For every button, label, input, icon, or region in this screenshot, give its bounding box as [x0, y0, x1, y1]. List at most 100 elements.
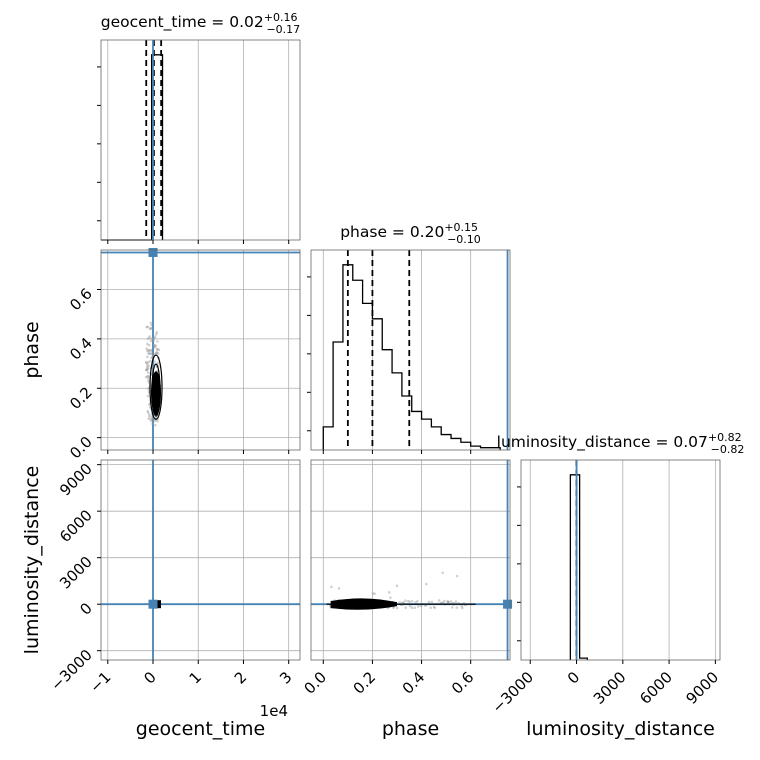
- xtick-label-luminosity_distance-0: −3000: [488, 668, 537, 717]
- xaxis-offset-geocent_time: 1e4: [260, 702, 288, 720]
- title-luminosity_distance: luminosity_distance = 0.07+0.82 −0.82: [497, 431, 745, 456]
- sample-point: [146, 409, 150, 413]
- sample-point: [146, 375, 150, 378]
- sample-point: [144, 368, 148, 372]
- sample-point: [144, 361, 148, 364]
- sample-point: [148, 327, 152, 330]
- sample-point: [145, 361, 148, 365]
- sample-point: [157, 348, 161, 352]
- xtick-label-geocent_time-2: 1: [186, 668, 205, 687]
- sample-point: [154, 344, 158, 348]
- sample-point: [441, 571, 445, 575]
- sample-point: [147, 417, 151, 421]
- sample-point: [446, 600, 450, 604]
- sample-point: [416, 599, 419, 603]
- xtick-label-geocent_time-1: 0: [140, 668, 159, 687]
- xtick-label-luminosity_distance-3: 6000: [636, 668, 676, 708]
- sample-point: [146, 349, 149, 353]
- ytick-label-luminosity_distance-3: 6000: [56, 506, 96, 546]
- sample-point: [153, 345, 156, 349]
- sample-point: [146, 355, 149, 359]
- xtick-label-phase-2: 0.4: [399, 668, 429, 698]
- xtick-label-phase-0: 0.0: [301, 668, 331, 698]
- data-layer: [101, 40, 588, 660]
- sample-point: [146, 362, 149, 365]
- sample-point: [155, 348, 159, 351]
- sample-point: [145, 325, 148, 329]
- sample-point: [146, 364, 149, 368]
- sample-point: [150, 352, 153, 355]
- truth-point-geocent_time-luminosity_distance: [148, 599, 158, 609]
- sample-point: [149, 359, 152, 363]
- sample-point: [150, 356, 153, 360]
- sample-point: [151, 337, 155, 341]
- sample-point: [149, 349, 153, 353]
- sample-point: [155, 330, 159, 334]
- density-contour-1: [149, 354, 163, 420]
- sample-point: [150, 417, 154, 421]
- sample-point: [148, 415, 151, 418]
- sample-point: [413, 606, 417, 610]
- sample-point: [154, 423, 157, 427]
- panel-geocent_time-vs-luminosity_distance-frame: [100, 459, 301, 661]
- ytick-label-phase-2: 0.4: [66, 334, 96, 364]
- sample-point: [395, 584, 399, 588]
- sample-point: [416, 605, 420, 608]
- sample-point: [153, 336, 156, 340]
- xtick-label-phase-3: 0.6: [448, 668, 478, 698]
- sample-point: [149, 419, 153, 423]
- histogram-luminosity_distance: [569, 474, 588, 660]
- sample-point: [145, 368, 149, 371]
- truth-point-geocent_time-phase: [148, 247, 158, 257]
- panel-phase-hist-frame: [310, 249, 511, 451]
- xaxis-label-geocent_time: geocent_time: [136, 718, 265, 740]
- sample-point: [371, 592, 375, 595]
- sample-point: [447, 600, 450, 604]
- sample-point: [148, 335, 151, 338]
- sample-point: [455, 606, 459, 609]
- sample-point: [410, 606, 414, 610]
- sample-point: [156, 361, 160, 365]
- sample-point: [146, 367, 150, 371]
- sample-point: [147, 376, 151, 380]
- sample-point: [156, 352, 160, 355]
- histogram-phase: [322, 264, 501, 450]
- sample-point: [146, 342, 149, 346]
- sample-point: [147, 364, 150, 367]
- title-lower-luminosity_distance: −0.82: [711, 443, 745, 456]
- sample-point: [425, 582, 428, 586]
- sample-point: [406, 599, 410, 603]
- xtick-label-geocent_time-0: −1: [86, 668, 114, 696]
- sample-point: [404, 606, 408, 610]
- xtick-label-geocent_time-3: 2: [231, 668, 250, 687]
- sample-point: [147, 349, 151, 352]
- sample-point: [430, 600, 434, 604]
- sample-point: [149, 352, 153, 356]
- sample-point: [330, 585, 333, 589]
- xtick-label-luminosity_distance-1: 0: [564, 668, 583, 687]
- sample-point: [147, 403, 151, 406]
- sample-point: [149, 348, 153, 352]
- sample-point: [449, 600, 453, 603]
- xtick-label-phase-1: 0.2: [350, 668, 380, 698]
- sample-point: [146, 394, 150, 398]
- sample-point: [398, 601, 401, 604]
- ytick-label-luminosity_distance-2: 3000: [56, 553, 96, 593]
- sample-point: [150, 337, 154, 340]
- sample-point: [156, 340, 159, 343]
- panel-geocent_time-vs-phase-frame: [100, 249, 301, 451]
- sample-point: [144, 375, 148, 379]
- panel-geocent_time-hist-frame: [100, 39, 301, 241]
- ytick-label-phase-3: 0.6: [66, 285, 96, 315]
- sample-point: [460, 606, 464, 610]
- sample-point: [337, 587, 341, 590]
- sample-point: [146, 366, 149, 369]
- sample-point: [153, 344, 157, 347]
- sample-point: [410, 599, 414, 603]
- xaxis-label-luminosity_distance: luminosity_distance: [526, 718, 715, 740]
- density-contour-2: [151, 363, 161, 417]
- sample-point: [147, 352, 150, 356]
- sample-point: [153, 345, 156, 349]
- xtick-label-luminosity_distance-4: 9000: [682, 668, 722, 708]
